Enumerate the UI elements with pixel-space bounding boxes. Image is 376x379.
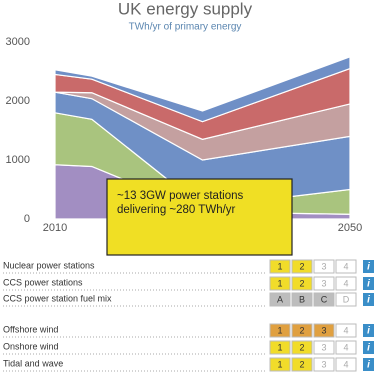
option-button[interactable] (335, 276, 357, 291)
option-button[interactable] (291, 276, 313, 291)
control-label: CCS power stations (3, 277, 83, 287)
option-label: B (299, 294, 305, 304)
option-label: D (343, 294, 350, 304)
option-label: 3 (321, 325, 326, 335)
option-label: 3 (321, 342, 326, 352)
control-label: CCS power station fuel mix (3, 293, 112, 303)
popup-text: ~13 3GW power stations (117, 190, 243, 202)
info-button[interactable] (363, 358, 374, 371)
option-label: A (277, 294, 283, 304)
option-label: 4 (343, 261, 348, 271)
option-button[interactable] (335, 340, 357, 355)
info-label: i (367, 360, 370, 371)
chart-title: UK energy supply (118, 0, 253, 18)
option-label: 2 (299, 278, 304, 288)
controls: Nuclear power stations 1 2 3 4 i CCS power sta… (3, 259, 374, 372)
option-label: 1 (277, 278, 282, 288)
option-button[interactable] (313, 292, 335, 307)
info-label: i (367, 326, 370, 337)
info-label: i (367, 279, 370, 290)
option-label: 1 (277, 359, 282, 369)
option-button[interactable] (313, 323, 335, 338)
option-button[interactable] (335, 323, 357, 338)
option-label: 2 (299, 359, 304, 369)
option-button[interactable] (291, 259, 313, 274)
option-button[interactable] (335, 259, 357, 274)
option-button[interactable] (313, 340, 335, 355)
area (54, 55, 351, 123)
chart-subtitle: TWh/yr of primary energy (129, 22, 242, 33)
control-label: Nuclear power stations (3, 260, 95, 270)
option-label: 3 (321, 359, 326, 369)
info-label: i (367, 262, 370, 273)
option-label: 4 (343, 359, 348, 369)
option-label: 4 (343, 325, 348, 335)
option-button[interactable] (269, 259, 291, 274)
option-label: 4 (343, 342, 348, 352)
x-tick-label: 2050 (338, 222, 362, 234)
option-button[interactable] (269, 323, 291, 338)
option-label: 1 (277, 261, 282, 271)
info-button[interactable] (363, 324, 374, 337)
y-tick-label: 3000 (6, 36, 30, 48)
option-button[interactable] (313, 276, 335, 291)
option-button[interactable] (313, 259, 335, 274)
info-button[interactable] (363, 260, 374, 273)
option-label: C (321, 294, 328, 304)
y-tick-label: 0 (24, 213, 30, 225)
option-label: 2 (299, 342, 304, 352)
option-button[interactable] (269, 292, 291, 307)
control-label: Offshore wind (3, 324, 58, 334)
option-label: 4 (343, 278, 348, 288)
control-label: Tidal and wave (3, 358, 63, 368)
option-button[interactable] (291, 357, 313, 372)
option-label: 1 (277, 342, 282, 352)
info-label: i (367, 295, 370, 306)
option-label: 3 (321, 278, 326, 288)
option-button[interactable] (269, 357, 291, 372)
option-button[interactable] (291, 292, 313, 307)
option-button[interactable] (269, 340, 291, 355)
option-button[interactable] (269, 276, 291, 291)
popup: ~13 3GW power stations delivering ~280 TW… (106, 178, 293, 256)
info-label: i (367, 343, 370, 354)
option-button[interactable] (335, 292, 357, 307)
info-button[interactable] (363, 277, 374, 290)
option-button[interactable] (291, 323, 313, 338)
info-button[interactable] (363, 293, 374, 306)
popup-text: delivering ~280 TWh/yr (117, 204, 236, 216)
control-label: Onshore wind (3, 341, 59, 351)
option-label: 2 (299, 325, 304, 335)
option-label: 3 (321, 261, 326, 271)
y-tick-label: 2000 (6, 95, 30, 107)
x-tick-label: 2010 (43, 222, 67, 234)
y-tick-label: 1000 (6, 154, 30, 166)
option-button[interactable] (313, 357, 335, 372)
option-button[interactable] (291, 340, 313, 355)
option-label: 2 (299, 261, 304, 271)
option-label: 1 (277, 325, 282, 335)
option-button[interactable] (335, 357, 357, 372)
info-button[interactable] (363, 341, 374, 354)
popup-box (106, 178, 293, 256)
